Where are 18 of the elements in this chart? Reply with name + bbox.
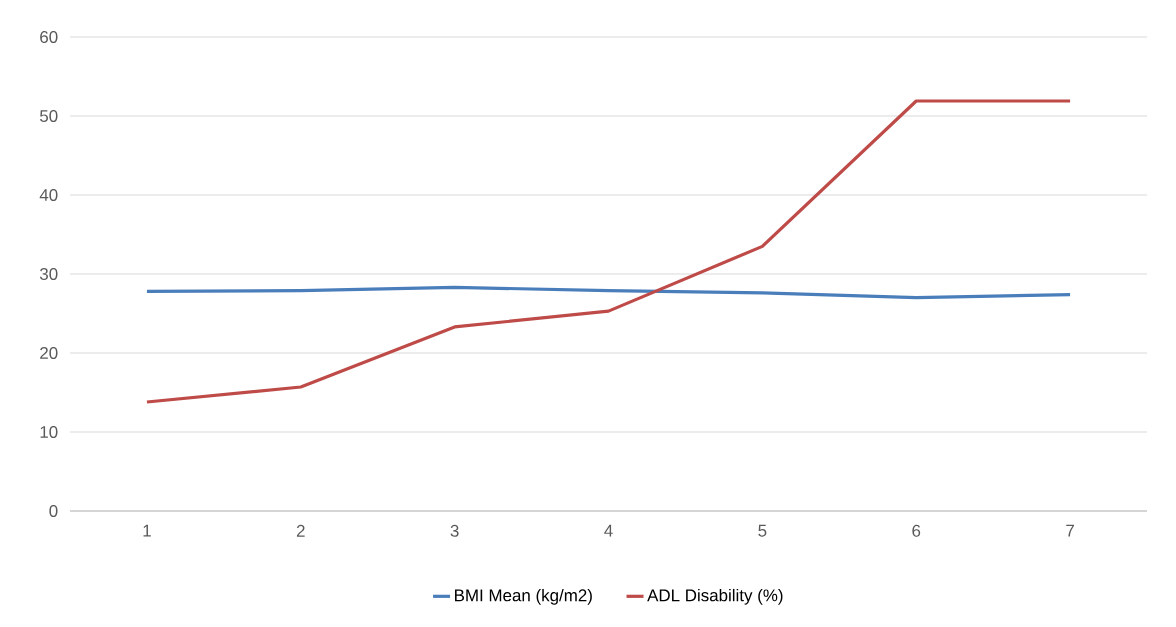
x-tick-label: 1	[143, 524, 151, 537]
y-tick-label: 0	[49, 505, 58, 517]
y-tick-label: 60	[40, 31, 58, 43]
x-tick-label: 7	[1066, 524, 1074, 537]
x-tick-label: 2	[296, 524, 305, 537]
x-tick-label: 3	[450, 524, 459, 537]
y-tick-label: 20	[40, 347, 58, 359]
legend-label: ADL Disability (%)	[647, 588, 783, 605]
y-tick-label: 50	[39, 110, 58, 122]
line-series	[145, 285, 1072, 300]
x-tick-label: 4	[604, 524, 613, 537]
y-tick-label: 10	[40, 426, 58, 438]
y-tick-label: 40	[39, 189, 58, 201]
y-tick-label: 30	[39, 268, 58, 280]
legend-label: BMI Mean (kg/m2)	[455, 588, 592, 605]
x-tick-label: 6	[912, 524, 921, 537]
x-tick-label: 5	[758, 524, 767, 537]
line-series	[145, 99, 1072, 404]
